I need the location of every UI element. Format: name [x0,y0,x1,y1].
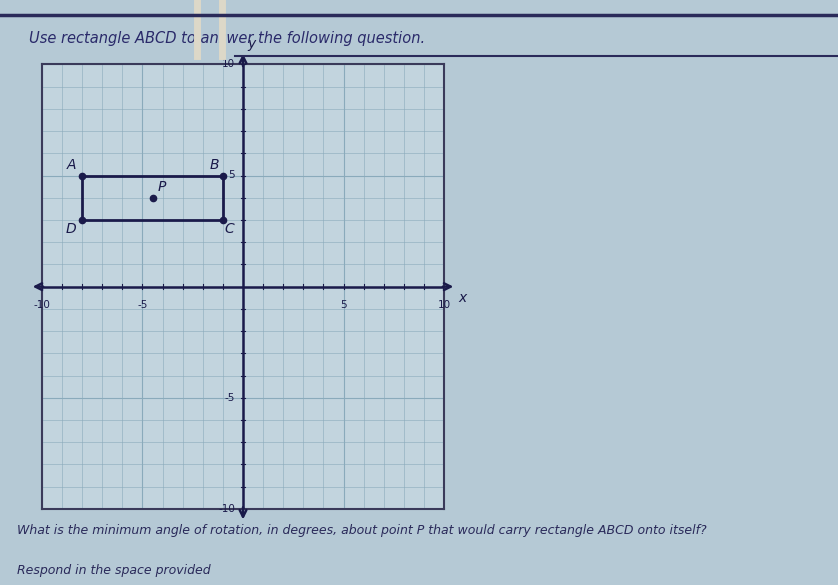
Text: -5: -5 [137,300,147,310]
Text: -5: -5 [225,393,235,403]
Text: 5: 5 [340,300,347,310]
Text: What is the minimum angle of rotation, in degrees, about point P that would carr: What is the minimum angle of rotation, i… [17,524,706,537]
Text: y: y [247,37,256,51]
Text: P: P [158,180,166,194]
Text: A: A [66,158,76,172]
Text: 10: 10 [437,300,451,310]
Text: Use rectangle ABCD to answer the following question.: Use rectangle ABCD to answer the followi… [29,30,426,46]
Text: Respond in the space provided: Respond in the space provided [17,564,210,577]
Text: C: C [225,222,235,236]
Text: x: x [458,291,467,305]
Text: -10: -10 [218,504,235,514]
Text: D: D [65,222,76,236]
Text: 10: 10 [222,59,235,70]
Text: 5: 5 [228,170,235,181]
Text: B: B [210,158,219,172]
Text: -10: -10 [34,300,50,310]
